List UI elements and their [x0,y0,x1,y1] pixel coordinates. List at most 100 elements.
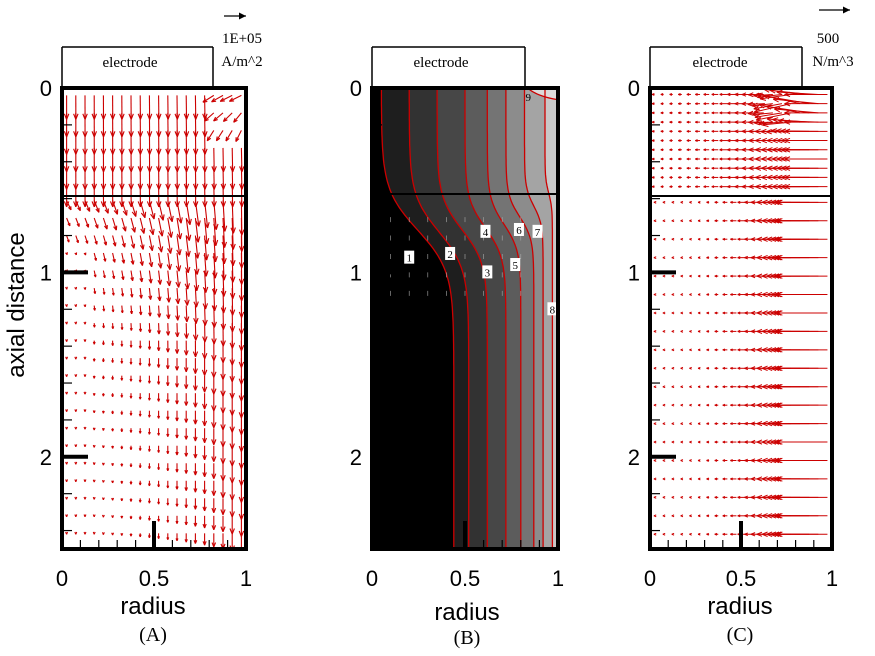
vector-arrow [662,237,666,241]
vector-arrow [730,219,737,223]
vector-arrow [671,532,675,536]
vector-arrow [74,252,78,256]
reference-vector-value-c: 500 [817,31,840,47]
plot-frame-c [648,86,834,551]
vector-arrow [737,237,746,241]
vector-arrow [74,461,78,465]
vector-arrow [671,348,675,352]
vector-arrow [686,102,691,106]
vector-arrow [139,270,144,283]
vector-arrow [737,385,746,389]
vector-arrow [714,532,719,536]
vector-arrow [669,129,673,133]
vector-arrow [74,339,78,342]
vector-arrow [202,305,208,326]
vector-arrow [74,356,78,360]
vector-arrow [83,391,87,395]
vector-arrow [202,445,207,460]
vector-arrow [84,217,90,228]
vector-arrow [653,330,657,333]
vector-arrow [714,219,719,223]
vector-arrow [706,422,710,425]
vector-arrow [83,321,87,325]
vector-arrow [680,330,684,333]
panel-b: 1 2 3 4 5 6 7 8 9 electrode 0 1 2 0 0.5 1 radius (B) [350,46,564,649]
vector-arrow [776,457,828,464]
vector-arrow [165,358,170,370]
y-axis-title: axial distance [3,232,30,377]
vector-arrow [192,358,198,374]
vector-arrow [92,358,96,362]
vector-arrow [166,445,170,454]
vector-arrow [719,166,728,170]
vector-arrow [74,321,78,325]
vector-arrow [130,235,136,249]
vector-arrow [784,165,828,171]
vector-arrow [93,270,97,278]
vector-arrow [84,235,89,244]
vector-arrow [660,157,664,161]
vector-arrow [653,256,657,260]
vector-arrow [184,498,188,508]
vector-arrow [730,495,737,499]
vector-arrow [184,463,189,474]
vector-arrow [689,403,692,407]
vector-arrow [121,252,126,264]
vector-arrow [129,340,133,348]
vector-arrow [83,496,87,500]
vector-arrow [662,440,666,444]
vector-arrow [689,459,692,462]
vector-arrow [714,311,719,315]
vector-arrow [719,175,728,179]
vector-arrow [706,330,710,333]
contour-fill-b [372,88,558,549]
vector-arrow [703,111,710,115]
vector-arrow [697,366,701,370]
vector-arrow [711,111,719,115]
vector-arrow [703,139,710,142]
vector-arrow [147,463,151,469]
vector-arrow [686,157,691,161]
vector-arrow [202,463,207,478]
vector-arrow [111,515,115,518]
vector-arrow [671,256,675,260]
vector-arrow [719,148,728,152]
vector-arrow [714,440,719,444]
vector-arrow [678,148,682,152]
vector-arrow [129,515,133,520]
vector-arrow [680,477,684,481]
vector-arrow [111,532,115,536]
vector-arrow [689,200,692,204]
vector-arrow [65,461,69,465]
vector-arrow [202,410,208,427]
electrode-label-a: electrode [103,55,158,71]
contour-level-label: 2 [445,246,456,261]
vector-arrow [680,440,684,444]
vector-arrow [776,328,828,335]
vector-arrow [130,270,134,282]
vector-arrow [689,366,692,370]
vector-arrow [695,166,701,170]
vector-arrow [697,440,701,444]
vector-arrow [120,463,124,467]
vector-arrow [74,391,78,395]
vector-arrow [174,358,180,371]
vector-arrow [660,102,664,106]
vector-arrow [202,94,215,103]
vector-arrow [753,119,773,126]
vector-arrow [703,120,710,124]
vector-arrow [220,533,226,549]
vector-arrow [737,366,746,370]
vector-arrow [686,176,691,179]
vector-arrow [157,235,164,253]
vector-arrow [157,445,161,453]
vector-arrow [686,185,691,189]
vector-arrow [706,348,710,352]
vector-arrow [147,358,151,367]
vector-arrow [680,256,684,260]
vector-arrow [776,310,828,316]
vector-arrow [697,200,701,204]
vector-arrow [175,410,179,422]
vector-arrow [784,119,828,125]
vector-arrow [669,139,673,142]
